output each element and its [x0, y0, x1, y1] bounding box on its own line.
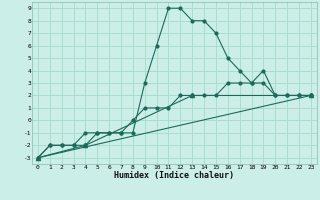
X-axis label: Humidex (Indice chaleur): Humidex (Indice chaleur)	[115, 171, 234, 180]
